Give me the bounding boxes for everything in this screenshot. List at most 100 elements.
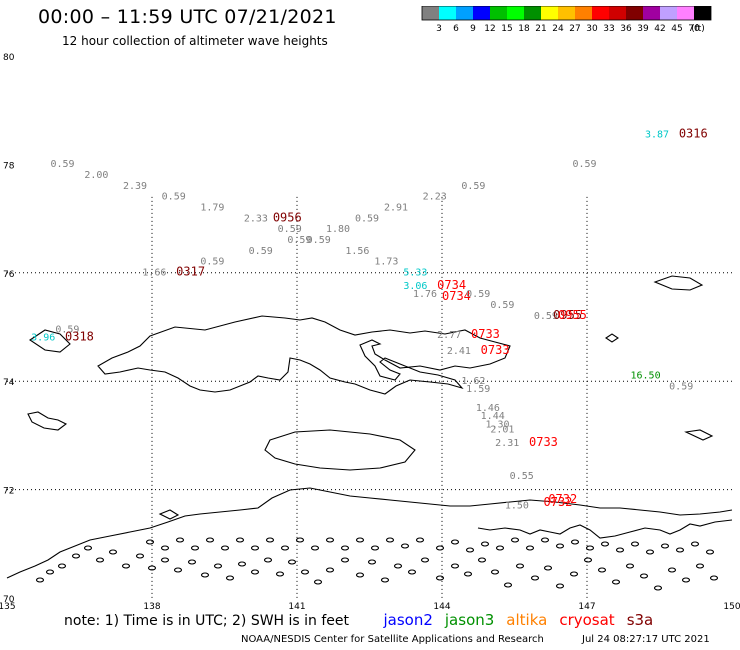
colorbar-swatch [592,6,609,20]
latitude-label: 76 [3,270,15,280]
lake-outline [510,537,520,543]
wave-height-label: 2.91 [384,202,408,213]
footer-credit: NOAA/NESDIS Center for Satellite Applica… [241,634,544,645]
wave-height-label: 1.66 [142,268,166,279]
lake-outline [370,545,380,551]
wave-height-label: 1.46 [476,403,500,414]
pass-time-label: 0955 [558,308,587,322]
lake-outline [325,567,335,573]
lake-outline [220,545,230,551]
pass-time-label: 0732 [548,492,577,506]
colorbar-swatch [626,6,643,20]
latitude-label: 78 [3,161,15,171]
wave-height-label: 0.55 [510,471,534,482]
wave-height-label: 2.41 [447,346,471,357]
lake-outline [147,565,157,571]
wave-height-label: 0.59 [200,257,224,268]
wave-height-label: 1.56 [345,246,369,257]
lake-outline [530,575,540,581]
wave-height-label: 0.59 [669,381,693,392]
wave-height-label: 0.59 [278,224,302,235]
legend-note: note: 1) Time is in UTC; 2) SWH is in fe… [64,611,653,629]
lake-outline [515,563,525,569]
wave-height-label: 0.59 [490,300,514,311]
colorbar-swatch [643,6,660,20]
lake-outline [35,577,45,583]
colorbar-tick-label: 21 [535,24,546,34]
colorbar-swatch [660,6,677,20]
wave-height-label: 1.73 [374,257,398,268]
lake-outline [287,559,297,565]
lake-outline [325,537,335,543]
wave-height-label: 2.23 [423,192,447,203]
colorbar-swatch [456,6,473,20]
coastline-segment [27,411,68,431]
lake-outline [121,563,131,569]
lake-outline [585,545,595,551]
lake-outline [625,563,635,569]
longitude-label: 144 [433,602,450,612]
pass-time-label: 0733 [481,343,510,357]
lake-outline [200,572,210,578]
satellite-legend-cryosat: cryosat [559,611,615,629]
lake-outline [380,577,390,583]
wave-height-label: 2.33 [244,213,268,224]
note-text: note: 1) Time is in UTC; 2) SWH is in fe… [64,613,350,629]
pass-time-label: 0733 [529,435,558,449]
map-subtitle: 12 hour collection of altimeter wave hei… [62,34,328,48]
lake-outline [555,543,565,549]
colorbar-tick-label: 18 [518,24,530,34]
colorbar-tick-label: 30 [586,24,598,34]
wave-height-label: 3.96 [31,333,55,344]
colorbar-tick-label: 27 [569,24,580,34]
lake-outline [525,545,535,551]
lake-outline [705,549,715,555]
wave-height-label: 0.59 [307,235,331,246]
colorbar-unit: (ft) [691,24,705,34]
coastline-segment [29,329,71,353]
wave-height-label: 1.76 [413,289,437,300]
lake-outline [660,543,670,549]
wave-height-label: 3.06 [403,281,427,292]
wave-height-label: 0.59 [534,311,558,322]
lake-outline [205,537,215,543]
lake-outline [160,557,170,563]
lake-outline [250,545,260,551]
colorbar-tick-label: 45 [671,24,682,34]
coastline-segment [97,315,511,395]
pass-time-label: 0316 [679,126,708,140]
pass-time-label: 0318 [65,330,94,344]
lake-outline [463,571,473,577]
colorbar-frame [421,6,712,21]
colorbar-tick-label: 36 [620,24,632,34]
lake-outline [435,575,445,581]
colorbar-swatch [558,6,575,20]
wave-height-label: 1.50 [505,501,529,512]
colorbar-tick-label: 39 [637,24,649,34]
latitude-label: 74 [3,378,15,388]
satellite-legend: jason2 jason3 altika cryosat s3a [353,611,653,629]
coastline [6,275,733,591]
footer-timestamp: Jul 24 08:27:17 UTC 2021 [582,634,710,645]
lake-outline [639,573,649,579]
lake-outline [173,567,183,573]
lake-outline [313,579,323,585]
lake-outline [83,545,93,551]
colorbar-tick-label: 33 [603,24,614,34]
colorbar-tick-label: 24 [552,24,564,34]
wave-height-label: 2.31 [495,438,519,449]
lake-outline [600,541,610,547]
lake-outline [540,537,550,543]
colorbar-tick-label: 3 [436,24,442,34]
lake-outline [695,563,705,569]
lake-outline [480,541,490,547]
lake-outline [295,537,305,543]
lake-outline [265,537,275,543]
longitude-label: 135 [0,602,16,612]
lake-outline [237,561,247,567]
lake-outline [465,547,475,553]
wave-height-label: 0.59 [51,159,75,170]
colorbar-swatch [439,6,456,20]
coastline-segment [684,429,714,441]
pass-time-label: 0956 [273,210,302,224]
